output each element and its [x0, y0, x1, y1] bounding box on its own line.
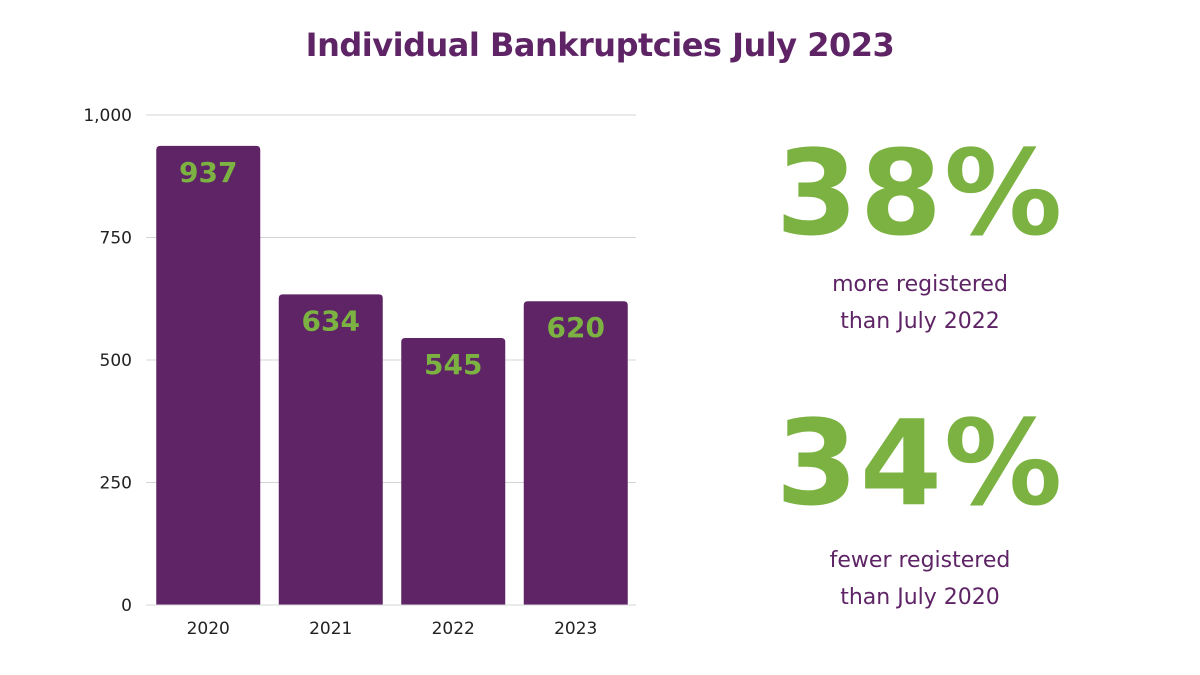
stat-caption-1-line1: more registered — [832, 272, 1008, 297]
bar — [401, 337, 506, 605]
x-tick-label: 2022 — [432, 619, 475, 639]
bar-value-label: 620 — [547, 311, 605, 344]
bar — [156, 145, 261, 605]
y-tick-label: 0 — [121, 596, 132, 616]
bar-value-label: 937 — [179, 156, 237, 189]
stat-value-2: 34% — [775, 394, 1065, 532]
y-tick-label: 750 — [100, 229, 132, 249]
bar-chart: 0 250 500 750 1,000 937 2020 634 2021 545 2022 620 2… — [83, 106, 636, 639]
stat-block-1: 38% more registered than July 2022 — [720, 134, 1120, 340]
bar-value-label: 634 — [302, 304, 360, 337]
x-tick-label: 2020 — [187, 619, 230, 639]
chart-title: Individual Bankruptcies July 2023 — [305, 26, 895, 64]
stat-caption-2-line1: fewer registered — [829, 548, 1011, 573]
stat-caption-1-line2: than July 2022 — [840, 309, 1000, 334]
y-tick-label: 500 — [100, 351, 132, 371]
y-tick-label: 250 — [100, 474, 132, 494]
stat-caption-2-line2: than July 2020 — [840, 585, 1000, 610]
stat-value-1: 38% — [775, 124, 1065, 262]
bar — [523, 301, 628, 605]
bar-value-label: 545 — [424, 348, 482, 381]
bar — [278, 294, 383, 605]
x-tick-label: 2023 — [554, 619, 597, 639]
y-tick-label: 1,000 — [83, 106, 132, 126]
x-tick-label: 2021 — [309, 619, 352, 639]
stat-block-2: 34% fewer registered than July 2020 — [720, 404, 1120, 616]
